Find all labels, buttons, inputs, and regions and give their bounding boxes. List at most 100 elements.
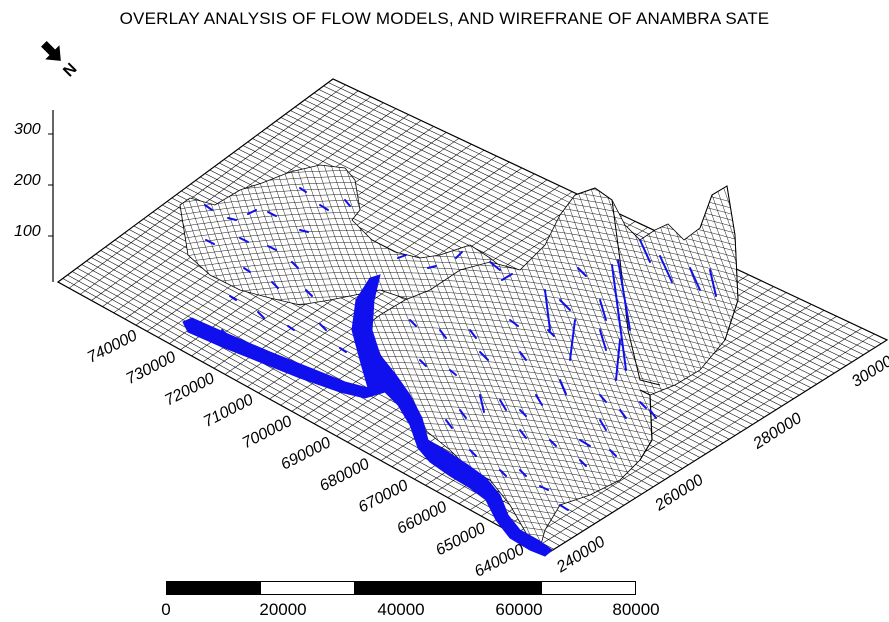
terrain-mesh-line <box>820 140 889 560</box>
flow-vector-mark <box>519 469 527 477</box>
flow-vector-mark <box>299 187 307 193</box>
northing-tick-label: 650000 <box>433 520 488 559</box>
flow-vector-mark <box>299 229 309 233</box>
z-tick-label-300: 300 <box>14 121 41 138</box>
terrain-mesh-line <box>834 140 889 560</box>
flow-vector-mark <box>469 329 477 339</box>
flow-vector-mark <box>599 329 607 351</box>
terrain-mesh-line <box>0 140 59 560</box>
flow-vector-mark <box>204 204 213 211</box>
flow-vector-mark <box>709 269 717 297</box>
flow-vector-mark <box>319 323 327 331</box>
north-arrow-label: N <box>60 60 80 80</box>
terrain-mesh-line <box>180 271 738 331</box>
terrain-mesh-line <box>0 140 24 560</box>
terrain-mesh-line <box>735 165 738 548</box>
terrain-mesh-line <box>0 140 87 560</box>
flow-vector-mark <box>619 409 627 419</box>
flow-vector-mark <box>319 204 329 211</box>
flow-vector-mark <box>519 409 527 417</box>
flow-vector-mark <box>639 239 651 263</box>
flow-vector-mark <box>449 369 457 376</box>
flow-vector-mark <box>611 264 627 371</box>
terrain-mesh-line <box>813 140 889 560</box>
north-arrow-icon: N <box>41 41 80 80</box>
flow-vector-mark <box>271 281 279 289</box>
scale-bar-segment <box>167 582 261 594</box>
scale-bar-segment <box>260 582 355 594</box>
flow-vector-mark <box>445 419 453 429</box>
flow-vector-mark <box>579 439 591 447</box>
terrain-mesh-line <box>0 140 80 560</box>
flow-vector-mark <box>689 267 701 291</box>
flow-vector-mark <box>397 254 407 259</box>
terrain-mesh-line <box>0 140 66 560</box>
scale-bar-segment <box>354 582 449 594</box>
terrain-mesh-line <box>728 165 738 548</box>
base-plane-border <box>56 78 889 554</box>
flow-vector-mark <box>469 449 477 457</box>
flow-vector-mark <box>305 289 313 297</box>
z-tick-label-200: 200 <box>13 172 41 189</box>
flow-vector-mark <box>205 239 215 245</box>
flow-vector-mark <box>519 351 527 361</box>
terrain-mesh-line <box>0 140 157 560</box>
terrain-east-ridge-outline <box>574 185 739 386</box>
flow-vector-mark <box>547 329 555 337</box>
flow-vector-mark <box>419 359 427 367</box>
terrain-east-cliff <box>639 389 653 461</box>
flow-vector-mark <box>535 394 543 406</box>
terrain-mesh-line <box>0 140 73 560</box>
flow-vector-mark <box>639 401 647 409</box>
flow-vector-mark <box>549 439 557 447</box>
easting-tick-label: 300000 <box>849 348 889 391</box>
flow-vector-mark <box>509 319 519 327</box>
flow-vector-mark <box>649 409 657 419</box>
flow-vector-mark <box>455 251 463 259</box>
terrain-mesh-line <box>876 140 889 560</box>
terrain-mesh-line <box>0 140 52 560</box>
scale-bar-label: 0 <box>161 600 171 619</box>
terrain-mesh-line <box>862 140 889 560</box>
scale-bar-segment <box>448 582 543 594</box>
terrain-mesh-line <box>0 140 45 560</box>
flow-vector-mark <box>659 255 673 283</box>
flow-vector-mark <box>227 217 237 221</box>
scale-bar-label: 60000 <box>495 600 543 619</box>
flow-vector-mark <box>221 329 229 337</box>
terrain-mesh-line <box>806 140 889 560</box>
easting-tick-label: 280000 <box>750 410 805 453</box>
easting-tick-label: 260000 <box>651 472 706 515</box>
flow-vector-mark <box>544 289 551 331</box>
terrain-mesh-line <box>0 140 31 560</box>
northing-tick-label: 720000 <box>162 370 217 409</box>
flow-vector-mark <box>559 504 569 511</box>
flow-vector-mark <box>489 261 501 271</box>
flow-vector-mark <box>519 429 527 439</box>
flow-vector-mark <box>267 245 277 251</box>
northing-tick-label: 710000 <box>201 391 256 430</box>
flow-vector-mark <box>599 299 607 321</box>
z-tick-label-100: 100 <box>14 223 41 240</box>
terrain-mesh-line <box>0 140 94 560</box>
flow-vector-mark <box>479 394 485 413</box>
figure-title: OVERLAY ANALYSIS OF FLOW MODELS, AND WIR… <box>119 9 770 28</box>
terrain-mesh-line <box>180 265 738 325</box>
terrain-mesh-line <box>883 140 889 560</box>
terrain-mesh-line <box>827 140 889 560</box>
northing-tick-label: 690000 <box>278 434 333 473</box>
flow-vector-mark <box>579 459 587 467</box>
flow-vector-mark <box>287 325 295 331</box>
flow-vector-mark <box>599 419 607 431</box>
flow-vector-mark <box>439 329 447 339</box>
terrain-mesh-line <box>0 140 164 560</box>
main-river-channel <box>182 274 553 557</box>
terrain-mesh-line <box>0 140 10 560</box>
flow-vector-mark <box>479 351 489 361</box>
flow-vector-mark <box>615 339 621 381</box>
terrain-mesh-line <box>180 259 738 319</box>
flow-vector-mark <box>617 259 631 331</box>
northing-tick-label: 660000 <box>394 498 449 537</box>
terrain-mesh-line <box>750 140 889 560</box>
